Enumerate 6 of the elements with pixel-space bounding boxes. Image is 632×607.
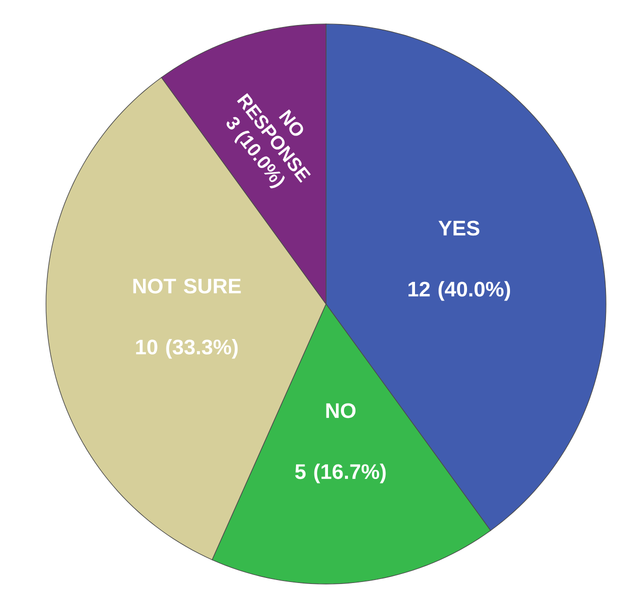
slice-label: NOT SURE [133,278,241,294]
data-label: 5 (16.7%) [295,464,386,484]
data-label: 12 (40.0%) [408,281,510,301]
slice-label: NO [326,403,356,418]
data-label: 10 (33.3%) [136,339,238,359]
slice-label: YES [438,220,480,236]
